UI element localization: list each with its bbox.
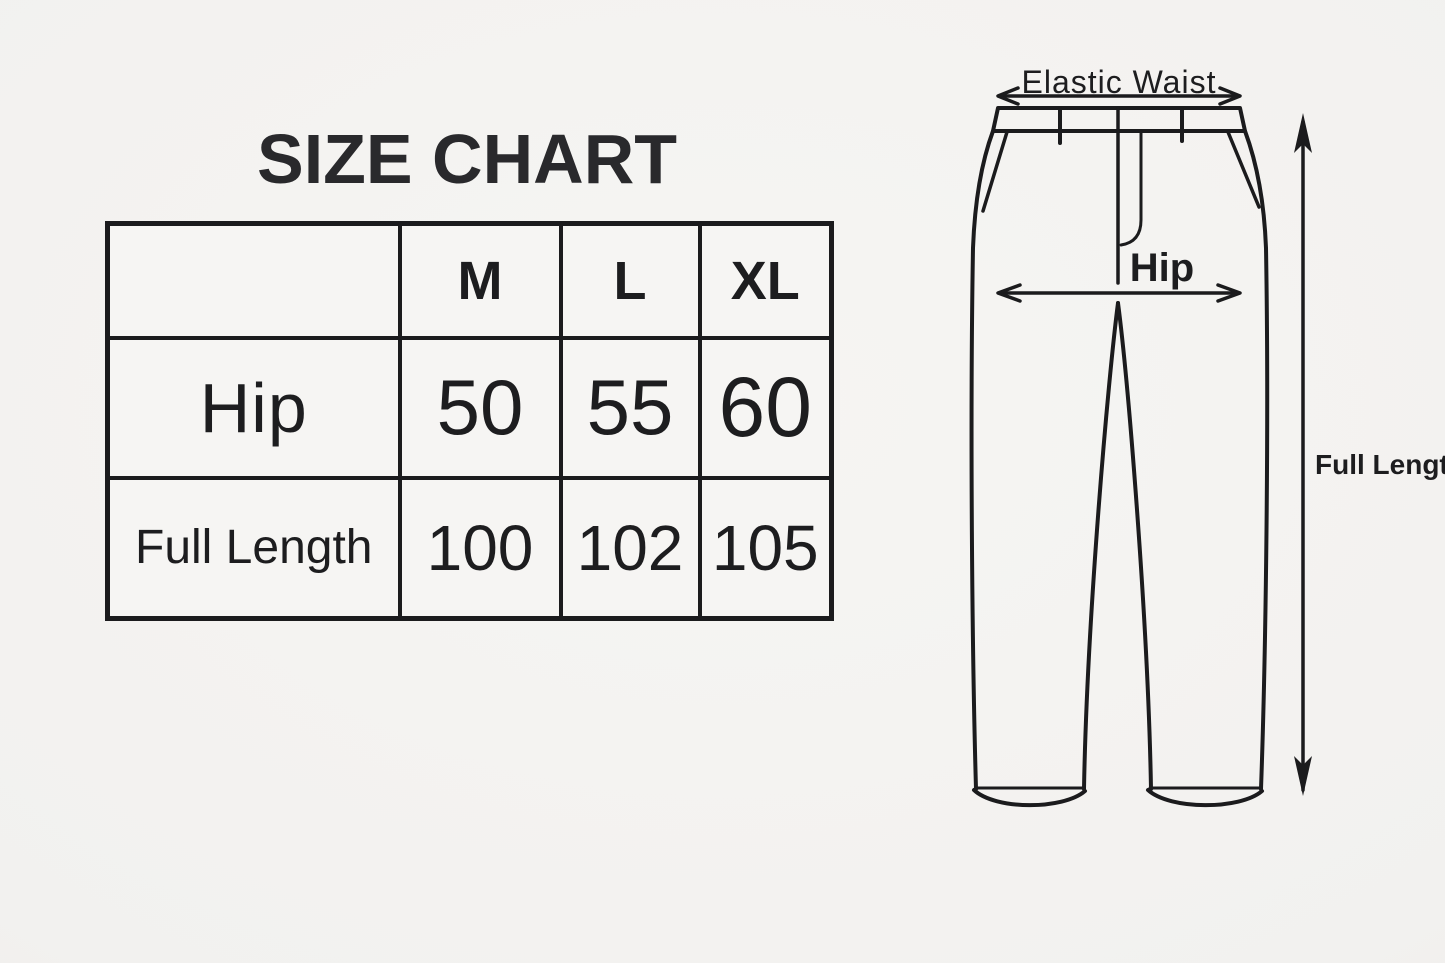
hip-label: Hip: [1130, 246, 1194, 290]
full-length-label: Full Length: [1315, 449, 1445, 480]
pants-measurement-diagram: Elastic Waist: [969, 64, 1445, 808]
elastic-waist-arrow: [996, 86, 1242, 106]
column-header-m: M: [397, 221, 563, 340]
page-title: SIZE CHART: [257, 120, 677, 198]
hip-arrow: [996, 283, 1242, 303]
column-header-l: L: [558, 221, 702, 340]
table-corner-cell: [105, 221, 402, 340]
fly-seam: [1116, 106, 1143, 285]
cuffs: [972, 786, 1264, 808]
cell-hip-l: 55: [558, 335, 702, 480]
arrowhead-down: [1294, 756, 1312, 796]
table-row-full-length: Full Length 100 102 105: [105, 475, 834, 621]
cell-hip-xl: 60: [697, 335, 834, 480]
row-label-full-length: Full Length: [105, 475, 402, 621]
arrowhead-up: [1294, 113, 1312, 153]
table-row-hip: Hip 50 55 60: [105, 335, 834, 480]
elastic-waist-label: Elastic Waist: [1022, 64, 1217, 100]
pocket-right: [1226, 130, 1261, 209]
pocket-left: [981, 130, 1009, 213]
cell-hip-m: 50: [397, 335, 563, 480]
cell-full-length-m: 100: [397, 475, 563, 621]
left-side-seam: [969, 129, 995, 791]
size-table: M L XL Hip 50 55 60 Full Length 100 102 …: [105, 221, 834, 621]
pocket-seams: [981, 130, 1261, 213]
table-header-row: M L XL: [105, 221, 834, 340]
cell-full-length-l: 102: [558, 475, 702, 621]
inseams: [1082, 301, 1153, 791]
column-header-xl: XL: [697, 221, 834, 340]
right-side-seam: [1243, 129, 1270, 791]
cell-full-length-xl: 105: [697, 475, 834, 621]
row-label-hip: Hip: [105, 335, 402, 480]
outer-seams: [969, 129, 1270, 791]
full-length-arrow: [1294, 113, 1312, 796]
